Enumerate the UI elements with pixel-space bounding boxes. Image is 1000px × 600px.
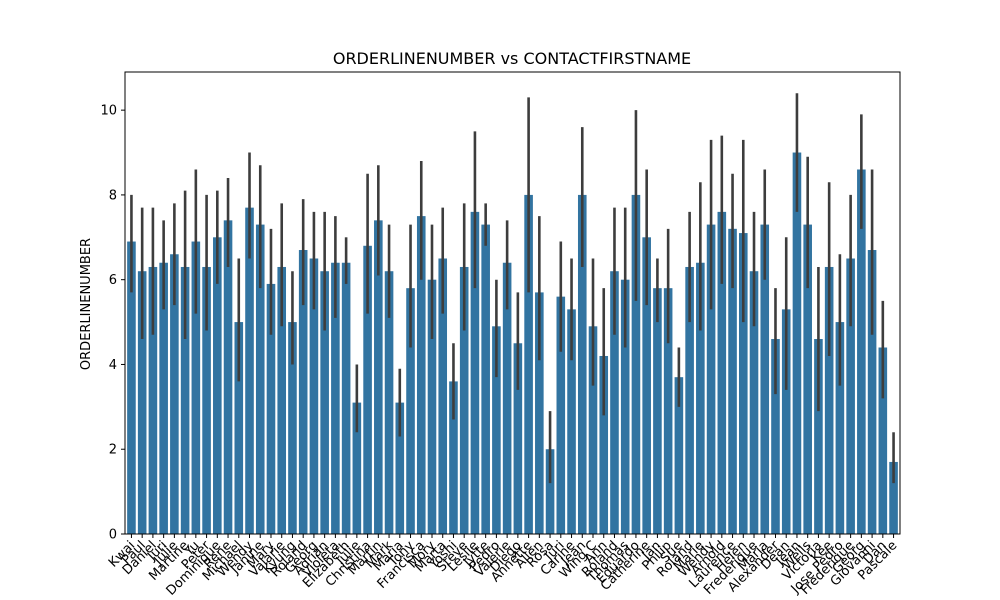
bar [717,211,727,534]
bar [492,326,501,534]
bar [191,241,201,534]
bar [363,245,372,534]
bar [245,207,254,534]
bar [824,266,834,534]
bar [438,258,448,534]
bar [653,288,662,534]
bar [706,224,716,534]
bar [867,250,877,534]
bar [674,377,684,534]
error-bars-group [130,93,895,484]
bar [685,266,694,534]
bar [159,262,168,534]
chart-title: ORDERLINENUMBER vs CONTACTFIRSTNAME [333,49,691,68]
y-tick-label: 4 [109,358,117,373]
bar [459,266,469,534]
bar [631,194,641,535]
bar [470,211,480,534]
bar [502,262,512,534]
bar [481,224,490,534]
bar [320,271,329,534]
bar [223,220,233,534]
bar [513,343,523,534]
bar [567,309,576,534]
bar [771,339,780,534]
bar [556,296,566,534]
bar [814,339,823,534]
bar [846,258,855,534]
y-axis-title: ORDERLINENUMBER [79,238,94,370]
y-tick-label: 2 [109,443,117,458]
bar [255,224,265,534]
bar [857,169,866,534]
bar [266,283,276,534]
bar [878,347,888,534]
bar [728,228,737,534]
bar [341,262,351,534]
bar [749,271,759,534]
bar [395,402,405,534]
bar [696,262,705,534]
bar [137,271,147,534]
bar [781,309,791,534]
bar [180,266,190,534]
bar [277,266,287,534]
bar [535,292,544,534]
y-tick-label: 0 [109,528,117,543]
bar [545,449,555,534]
bar [599,355,609,534]
bar [760,224,770,534]
bar [374,220,383,534]
bar [170,254,179,534]
bar [642,237,651,535]
y-tick-label: 10 [100,104,117,119]
bar [835,322,845,534]
bar [202,266,211,534]
bar [588,326,598,534]
bar [127,241,136,534]
x-axis: KwaiPaulDanielJuriJulieMartineYuPeterDom… [106,534,900,599]
y-tick-label: 8 [109,188,117,203]
bars-group [127,152,898,535]
y-tick-label: 6 [109,273,117,288]
bar [298,250,308,534]
bar [427,279,437,534]
bar [663,288,673,534]
bar [577,194,587,535]
plot-frame [124,71,901,535]
bar [620,279,630,534]
bar [309,258,319,534]
bar [406,288,415,534]
bar [792,152,802,534]
bar [352,402,362,534]
bar [524,194,533,535]
bar [148,266,158,534]
bar [416,216,426,534]
bar [213,237,222,535]
bar [610,271,619,534]
bar [331,262,340,534]
bar [384,271,394,534]
bar [889,461,898,534]
bar [738,233,748,535]
bar [288,322,297,534]
y-axis: 0 2 4 6 8 10 [100,104,125,543]
bar [449,381,458,534]
bar [803,224,812,534]
bar [234,322,244,534]
